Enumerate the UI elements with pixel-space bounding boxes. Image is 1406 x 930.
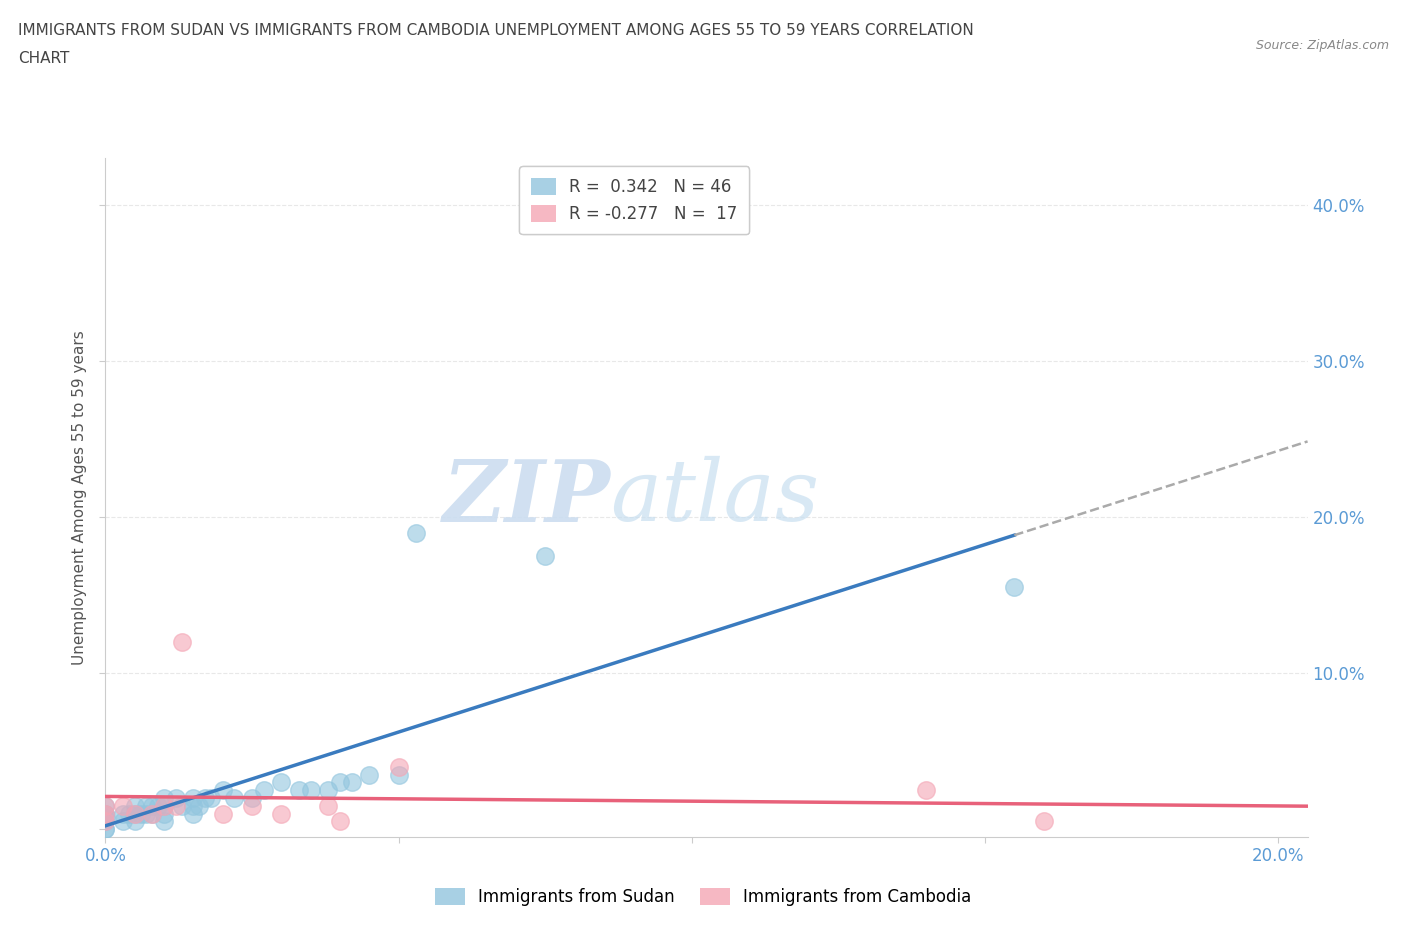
Point xyxy=(141,806,163,821)
Point xyxy=(405,525,427,540)
Point xyxy=(118,806,141,821)
Point xyxy=(211,806,233,821)
Point xyxy=(224,790,246,805)
Point xyxy=(94,798,117,813)
Point xyxy=(188,798,211,813)
Point xyxy=(340,775,363,790)
Point xyxy=(94,822,117,837)
Point xyxy=(141,806,163,821)
Point xyxy=(94,806,117,821)
Point xyxy=(94,814,117,829)
Point xyxy=(153,798,176,813)
Point xyxy=(112,814,135,829)
Point xyxy=(153,798,176,813)
Text: CHART: CHART xyxy=(18,51,70,66)
Text: IMMIGRANTS FROM SUDAN VS IMMIGRANTS FROM CAMBODIA UNEMPLOYMENT AMONG AGES 55 TO : IMMIGRANTS FROM SUDAN VS IMMIGRANTS FROM… xyxy=(18,23,974,38)
Point xyxy=(112,798,135,813)
Point xyxy=(153,790,176,805)
Point xyxy=(194,790,217,805)
Point xyxy=(240,798,263,813)
Point xyxy=(316,783,339,798)
Point xyxy=(94,806,117,821)
Point xyxy=(299,783,322,798)
Text: Source: ZipAtlas.com: Source: ZipAtlas.com xyxy=(1256,39,1389,52)
Point xyxy=(165,790,187,805)
Point xyxy=(915,783,938,798)
Point xyxy=(153,806,176,821)
Point xyxy=(124,806,146,821)
Text: atlas: atlas xyxy=(610,457,820,538)
Point xyxy=(200,790,222,805)
Point xyxy=(135,798,157,813)
Point xyxy=(270,775,292,790)
Point xyxy=(183,790,205,805)
Point xyxy=(1032,814,1054,829)
Point xyxy=(135,806,157,821)
Point xyxy=(112,806,135,821)
Point xyxy=(153,814,176,829)
Point xyxy=(124,798,146,813)
Point xyxy=(94,814,117,829)
Point xyxy=(211,783,233,798)
Legend: R =  0.342   N = 46, R = -0.277   N =  17: R = 0.342 N = 46, R = -0.277 N = 17 xyxy=(519,166,749,234)
Point xyxy=(388,759,411,774)
Point xyxy=(94,806,117,821)
Point xyxy=(183,798,205,813)
Point xyxy=(1002,579,1025,594)
Point xyxy=(388,767,411,782)
Point xyxy=(129,806,152,821)
Point xyxy=(124,806,146,821)
Point xyxy=(183,806,205,821)
Point xyxy=(316,798,339,813)
Point xyxy=(534,549,557,564)
Point xyxy=(170,634,193,649)
Point xyxy=(270,806,292,821)
Point xyxy=(94,822,117,837)
Point xyxy=(359,767,381,782)
Point xyxy=(288,783,311,798)
Point xyxy=(253,783,276,798)
Point xyxy=(329,775,352,790)
Point xyxy=(170,798,193,813)
Point xyxy=(124,814,146,829)
Point xyxy=(94,811,117,826)
Point xyxy=(141,798,163,813)
Point xyxy=(165,798,187,813)
Y-axis label: Unemployment Among Ages 55 to 59 years: Unemployment Among Ages 55 to 59 years xyxy=(72,330,87,665)
Point xyxy=(329,814,352,829)
Text: ZIP: ZIP xyxy=(443,456,610,539)
Legend: Immigrants from Sudan, Immigrants from Cambodia: Immigrants from Sudan, Immigrants from C… xyxy=(427,881,979,912)
Point xyxy=(148,798,170,813)
Point xyxy=(240,790,263,805)
Point xyxy=(94,798,117,813)
